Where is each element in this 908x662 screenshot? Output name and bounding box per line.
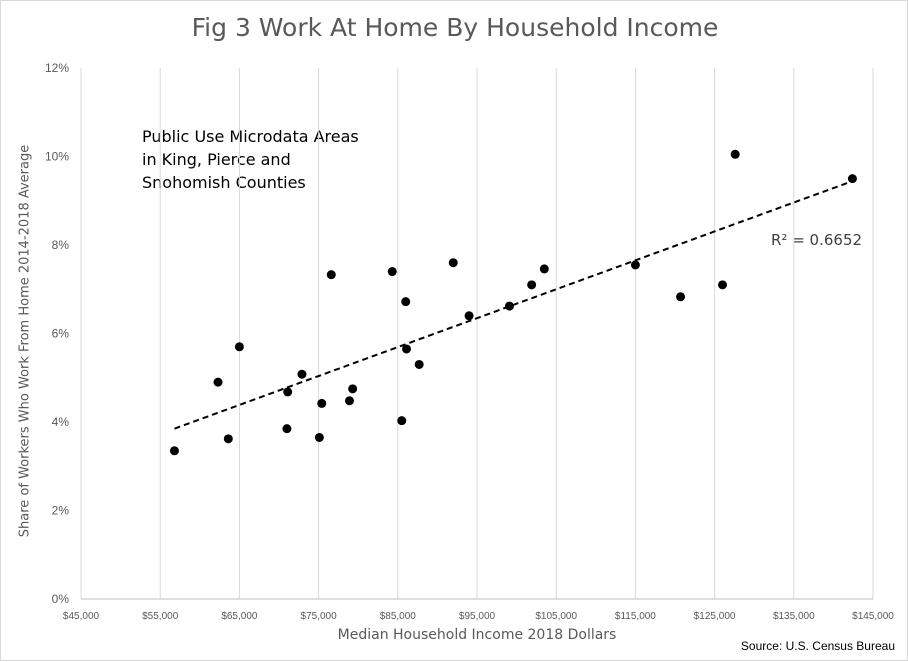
data-point: [401, 297, 411, 307]
y-tick-label: 2%: [52, 504, 70, 518]
y-tick-label: 8%: [52, 238, 70, 252]
y-tick-label: 4%: [52, 415, 70, 429]
annotation-line-3: Snohomish Counties: [142, 173, 306, 192]
x-tick-label: $45,000: [63, 611, 100, 622]
data-point: [326, 270, 336, 280]
data-point: [847, 174, 857, 184]
x-tick-label: $135,000: [773, 611, 815, 622]
chart-title: Fig 3 Work At Home By Household Income: [191, 13, 719, 42]
x-tick-label: $65,000: [221, 611, 258, 622]
data-point: [504, 301, 514, 311]
x-tick-label: $115,000: [615, 611, 656, 622]
data-point: [297, 369, 307, 379]
x-tick-label: $145,000: [852, 611, 894, 622]
data-point: [402, 344, 412, 354]
data-point: [464, 311, 474, 321]
data-point: [317, 398, 327, 408]
data-point: [448, 258, 458, 268]
x-axis-label: Median Household Income 2018 Dollars: [337, 627, 617, 643]
y-tick-label: 6%: [52, 327, 70, 341]
data-point: [283, 387, 293, 397]
data-point: [539, 264, 549, 274]
data-point: [730, 149, 740, 159]
x-tick-label: $55,000: [142, 611, 179, 622]
source-note: Source: U.S. Census Bureau: [740, 639, 895, 653]
data-point: [169, 446, 179, 456]
data-point: [213, 377, 223, 387]
data-point: [630, 260, 640, 270]
data-point: [527, 280, 537, 290]
data-point: [344, 396, 354, 406]
trendline: [174, 179, 854, 430]
y-tick-label: 12%: [45, 61, 69, 75]
y-tick-label: 0%: [52, 592, 70, 606]
data-point: [397, 416, 407, 426]
annotation-box: Public Use Microdata Areas in King, Pier…: [142, 125, 359, 194]
annotation-line-2: in King, Pierce and: [142, 150, 291, 169]
x-tick-label: $95,000: [459, 611, 496, 622]
data-point: [676, 292, 686, 302]
x-tick-label: $125,000: [694, 611, 736, 622]
x-tick-label: $85,000: [380, 611, 417, 622]
data-point: [234, 342, 244, 352]
data-point: [314, 432, 324, 442]
x-tick-label: $75,000: [301, 611, 338, 622]
annotation-line-1: Public Use Microdata Areas: [142, 127, 359, 146]
data-point: [282, 424, 292, 434]
data-point: [348, 384, 358, 394]
data-point: [387, 267, 397, 277]
x-tick-label: $105,000: [535, 611, 577, 622]
data-point: [718, 280, 728, 290]
y-tick-label: 10%: [45, 150, 69, 164]
data-point: [414, 359, 424, 369]
data-point: [223, 434, 233, 444]
